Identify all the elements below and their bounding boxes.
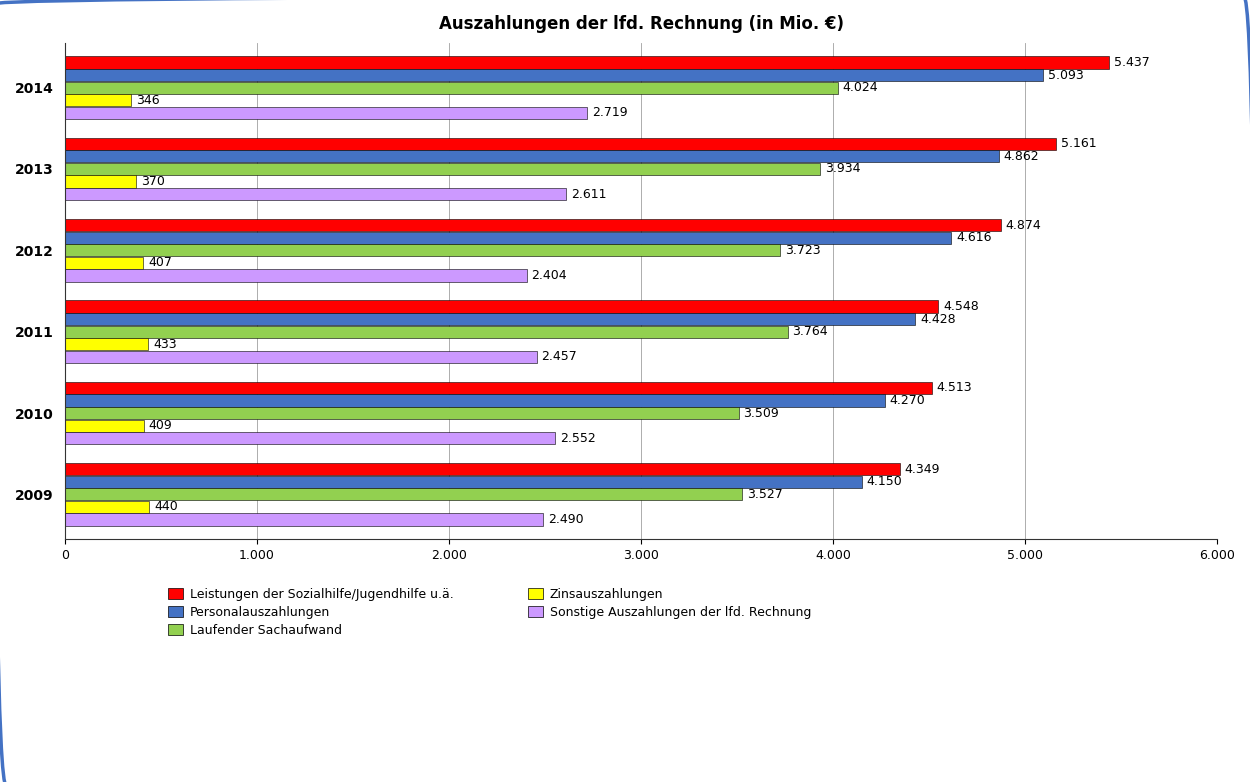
Bar: [65, 394, 885, 407]
Bar: [65, 106, 588, 119]
Bar: [65, 163, 820, 175]
Text: 346: 346: [136, 94, 160, 106]
Text: 407: 407: [148, 256, 171, 270]
Text: 4.024: 4.024: [842, 81, 877, 94]
Text: 4.428: 4.428: [920, 313, 956, 325]
Bar: [65, 382, 931, 394]
Text: 433: 433: [152, 338, 176, 351]
Text: 4.513: 4.513: [936, 382, 972, 394]
Bar: [65, 313, 915, 325]
Bar: [65, 514, 542, 526]
Bar: [65, 94, 131, 106]
Text: 2.719: 2.719: [591, 106, 628, 120]
Text: 3.527: 3.527: [748, 488, 782, 501]
Bar: [65, 188, 566, 200]
Bar: [65, 138, 1056, 150]
Bar: [65, 231, 951, 244]
Text: 4.862: 4.862: [1004, 150, 1039, 163]
Bar: [65, 56, 1109, 69]
Bar: [65, 270, 526, 282]
Text: 3.509: 3.509: [744, 407, 779, 419]
Text: 2.404: 2.404: [531, 269, 568, 282]
Bar: [65, 432, 555, 444]
Legend: Leistungen der Sozialhilfe/Jugendhilfe u.ä., Personalauszahlungen, Laufender Sac: Leistungen der Sozialhilfe/Jugendhilfe u…: [164, 583, 816, 642]
Bar: [65, 69, 1042, 81]
Text: 4.270: 4.270: [890, 394, 925, 407]
Bar: [65, 244, 780, 256]
Bar: [65, 475, 861, 488]
Text: 3.764: 3.764: [792, 325, 829, 338]
Text: 3.934: 3.934: [825, 163, 861, 175]
Text: 3.723: 3.723: [785, 244, 820, 256]
Bar: [65, 219, 1001, 231]
Bar: [65, 407, 739, 419]
Text: 370: 370: [141, 175, 165, 188]
Text: 4.548: 4.548: [942, 300, 979, 313]
Text: 4.616: 4.616: [956, 231, 991, 244]
Bar: [65, 300, 939, 313]
Bar: [65, 325, 788, 338]
Bar: [65, 351, 536, 363]
Bar: [65, 500, 150, 513]
Text: 2.611: 2.611: [571, 188, 606, 201]
Bar: [65, 419, 144, 432]
Bar: [65, 150, 999, 163]
Bar: [65, 488, 742, 500]
Bar: [65, 338, 149, 350]
Bar: [65, 175, 136, 188]
Text: 5.161: 5.161: [1061, 138, 1096, 150]
Text: 5.093: 5.093: [1048, 69, 1084, 81]
Text: 4.874: 4.874: [1006, 219, 1041, 231]
Title: Auszahlungen der lfd. Rechnung (in Mio. €): Auszahlungen der lfd. Rechnung (in Mio. …: [439, 15, 844, 33]
Text: 440: 440: [154, 500, 178, 514]
Text: 2.552: 2.552: [560, 432, 595, 445]
Text: 4.349: 4.349: [905, 463, 940, 475]
Bar: [65, 81, 838, 94]
Bar: [65, 256, 144, 269]
Text: 2.490: 2.490: [548, 513, 584, 526]
Text: 4.150: 4.150: [866, 475, 902, 488]
Text: 5.437: 5.437: [1114, 56, 1150, 69]
Text: 2.457: 2.457: [541, 350, 578, 364]
Text: 409: 409: [149, 419, 173, 432]
Bar: [65, 463, 900, 475]
